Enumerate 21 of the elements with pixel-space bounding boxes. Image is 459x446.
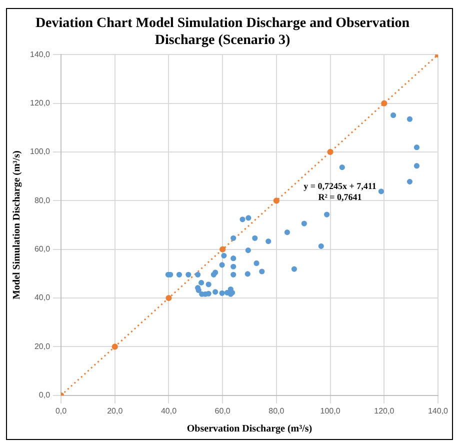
y-tick-label: 40,0 (34, 293, 51, 302)
y-tick-label: 60,0 (34, 244, 51, 254)
x-tick-label: 0,0 (55, 406, 68, 416)
y-tick-label: 0,0 (38, 390, 51, 400)
x-tick-label: 100,0 (320, 406, 341, 416)
annotation: R² = 0,7641 (318, 192, 362, 202)
y-tick-label: 140,0 (30, 50, 51, 59)
y-tick-label: 120,0 (30, 98, 51, 108)
x-tick-label: 140,0 (428, 406, 449, 416)
x-axis-title: Observation Discharge (m³/s) (186, 424, 312, 435)
y-tick-label: 100,0 (30, 147, 51, 156)
y-tick-label: 20,0 (34, 342, 51, 351)
x-tick-label: 40,0 (160, 406, 178, 416)
x-tick-label: 120,0 (374, 406, 395, 416)
chart-title: Deviation Chart Model Simulation Discharge and Observation Discharge (Scenario 3) (35, 16, 410, 48)
x-tick-label: 80,0 (268, 406, 285, 416)
x-tick-label: 20,0 (107, 406, 124, 416)
x-tick-label: 60,0 (214, 406, 231, 416)
annotation: y = 0,7245x + 7,411 (304, 181, 377, 192)
y-axis-title: Model Simulation Discharge (m³/s) (12, 150, 23, 300)
y-tick-label: 80,0 (34, 196, 51, 205)
